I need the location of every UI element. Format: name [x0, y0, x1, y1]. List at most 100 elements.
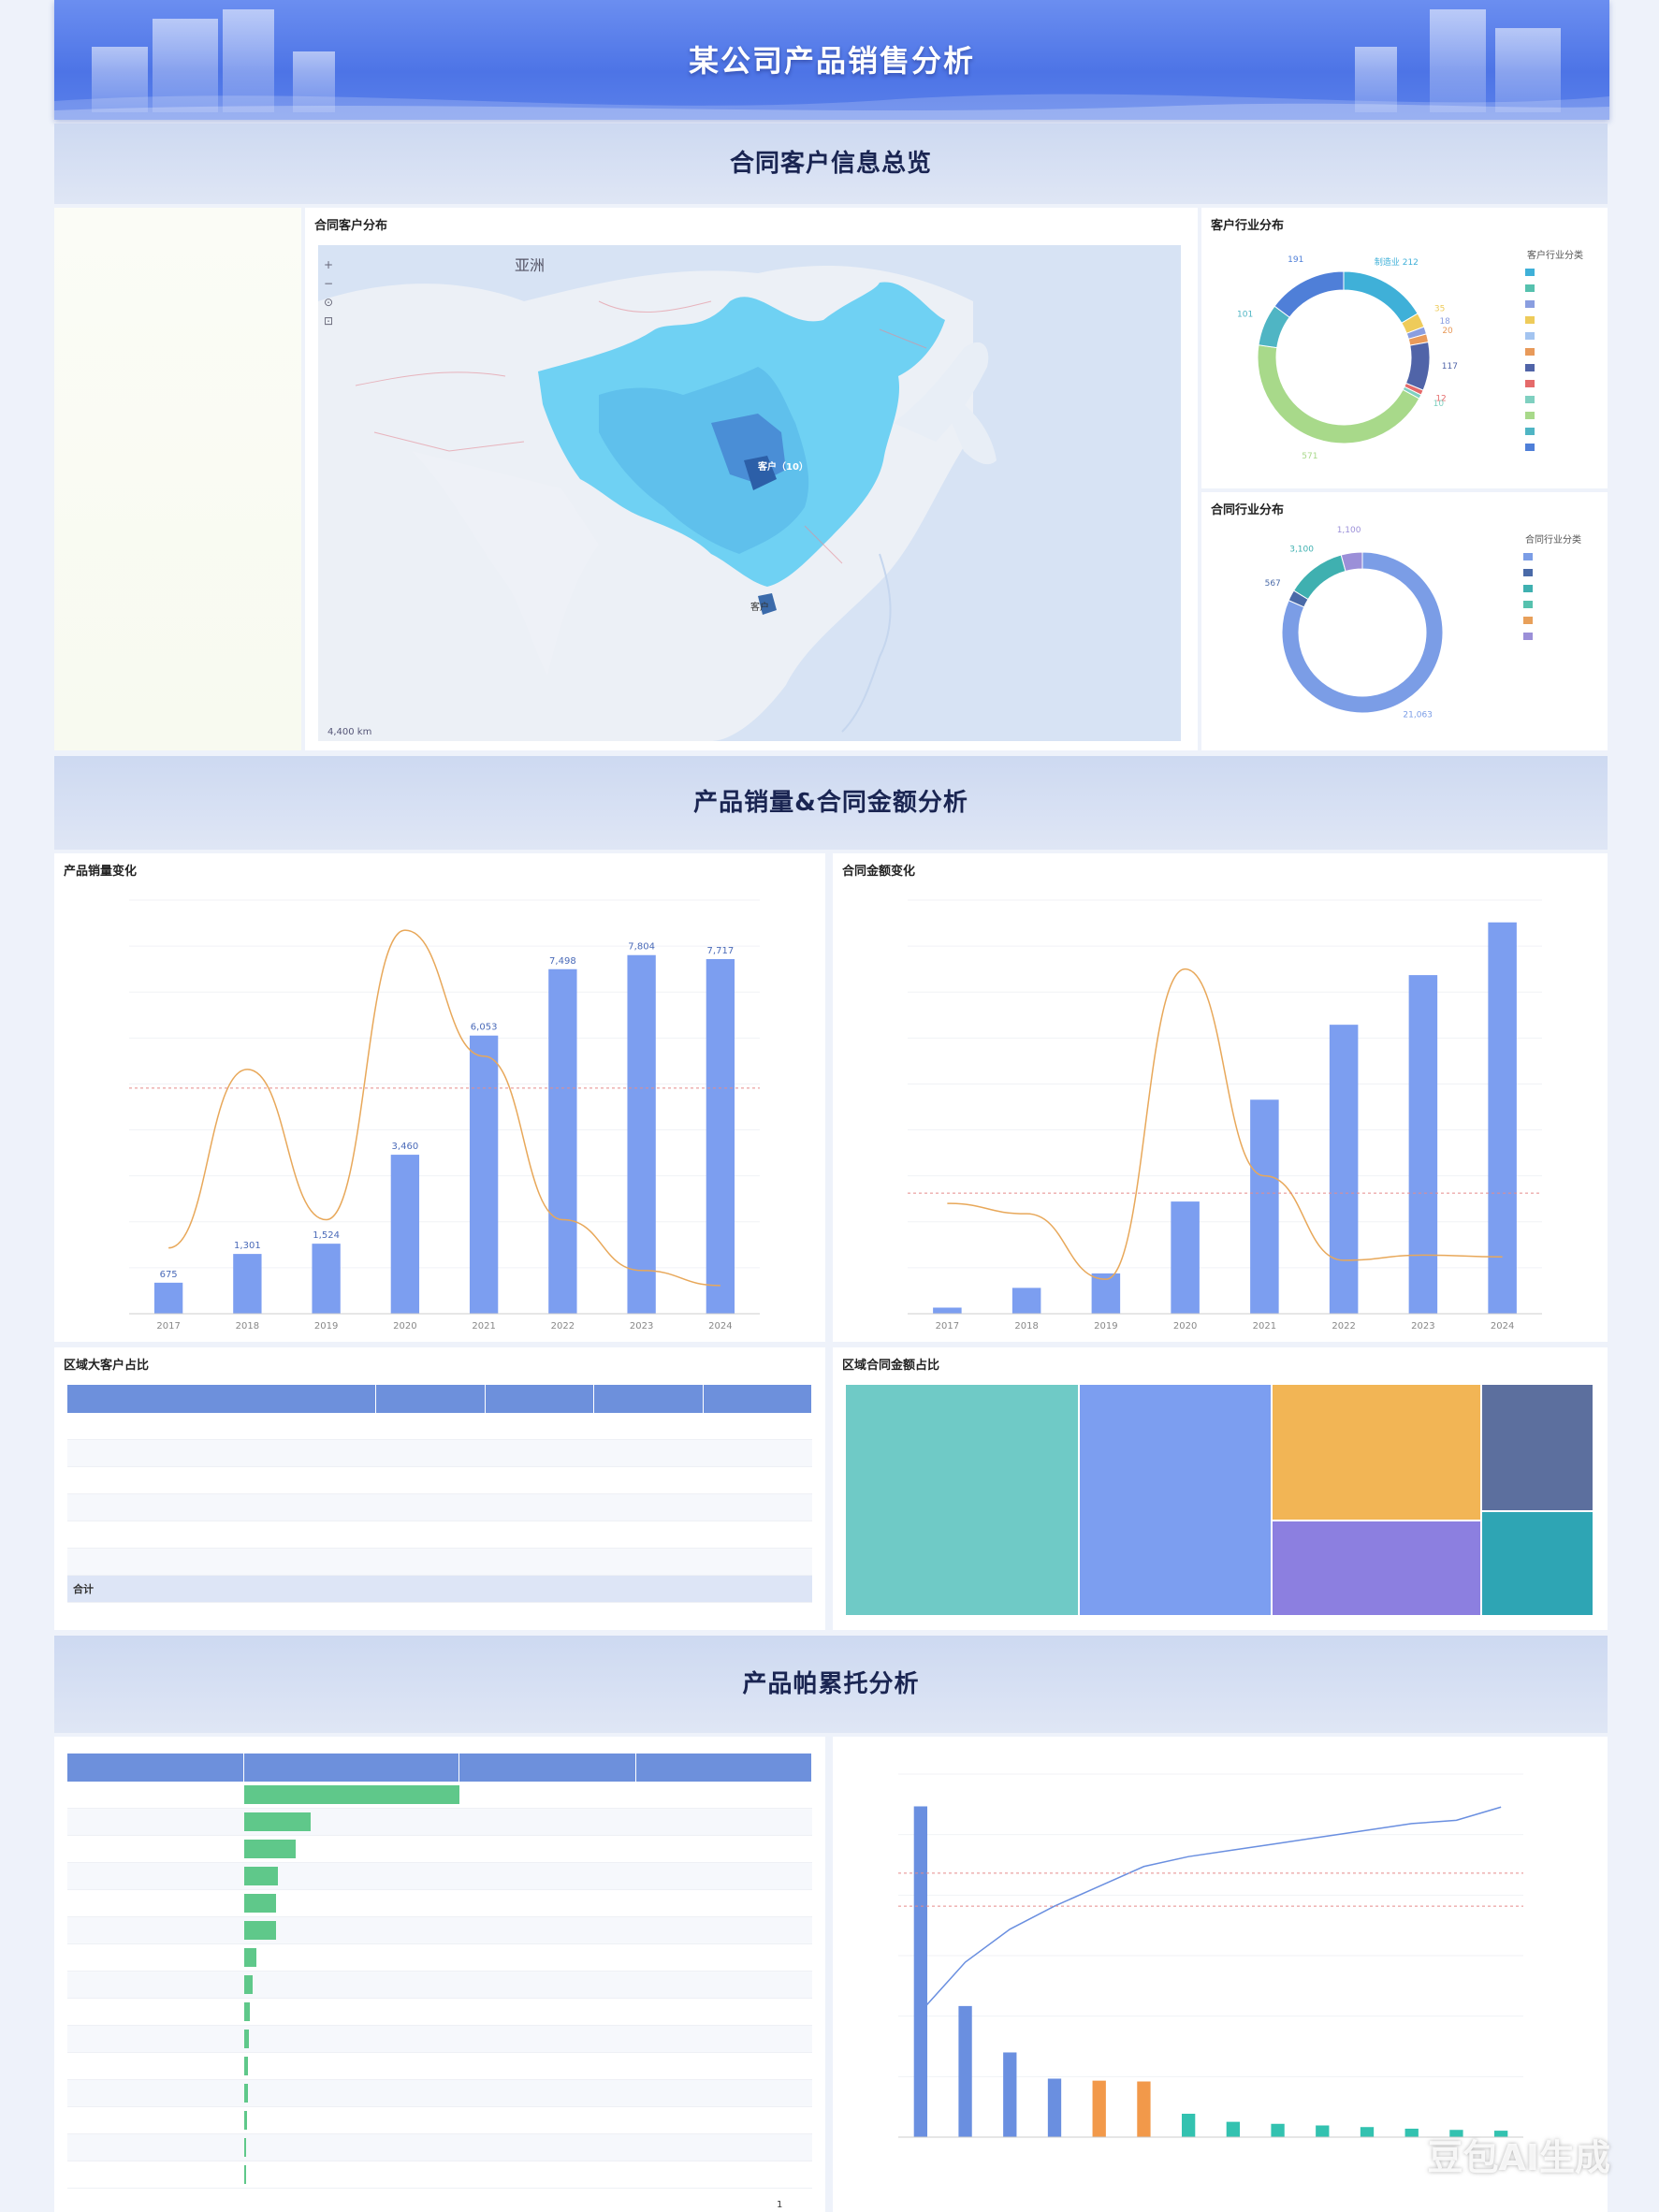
bar[interactable] — [469, 1035, 499, 1314]
table-row[interactable] — [67, 1413, 812, 1440]
bar[interactable] — [627, 954, 656, 1314]
legend-item[interactable] — [1525, 312, 1539, 327]
bar[interactable] — [233, 1254, 262, 1314]
table-row[interactable]: 合计 — [67, 1575, 812, 1603]
treemap-cell[interactable] — [1273, 1385, 1480, 1520]
donut2-chart[interactable]: 21,063 567 3,100 1,100 — [1201, 492, 1608, 750]
table-row[interactable] — [67, 2161, 812, 2189]
table-row[interactable] — [67, 1521, 812, 1549]
donut-slice[interactable] — [1404, 342, 1431, 391]
bar[interactable] — [1011, 1288, 1041, 1314]
bar[interactable] — [1171, 1201, 1200, 1314]
bar[interactable] — [1493, 2131, 1508, 2137]
table-header-cell[interactable] — [458, 1754, 636, 1782]
zoom-in-button[interactable]: + — [324, 258, 334, 271]
table-row[interactable] — [67, 1862, 812, 1890]
zoom-out-button[interactable]: − — [324, 277, 334, 290]
bar[interactable] — [1092, 2080, 1106, 2137]
locate-button[interactable]: ⊙ — [324, 296, 334, 309]
table-row[interactable] — [67, 1548, 812, 1576]
table-header-cell[interactable] — [67, 1385, 377, 1413]
treemap-chart[interactable] — [846, 1385, 1594, 1617]
table-row[interactable] — [67, 1493, 812, 1521]
legend-item[interactable] — [1525, 280, 1539, 296]
table-header-cell[interactable] — [635, 1754, 812, 1782]
legend-item[interactable] — [1525, 343, 1539, 359]
treemap-cell[interactable] — [1482, 1512, 1593, 1615]
bar[interactable] — [1404, 2128, 1419, 2137]
legend-item[interactable] — [1523, 580, 1537, 596]
legend-item[interactable] — [1525, 439, 1539, 455]
legend-item[interactable] — [1525, 407, 1539, 423]
bar[interactable] — [1329, 1025, 1359, 1314]
table-header-cell[interactable] — [67, 1754, 244, 1782]
table-header-cell[interactable] — [243, 1754, 459, 1782]
bar[interactable] — [312, 1244, 341, 1314]
table-row[interactable] — [67, 2025, 812, 2053]
table-row[interactable] — [67, 1916, 812, 1944]
bar[interactable] — [1316, 2125, 1330, 2137]
table-row[interactable] — [67, 1943, 812, 1972]
donut-slice[interactable] — [1292, 554, 1346, 601]
treemap-cell[interactable] — [1273, 1521, 1480, 1615]
legend-item[interactable] — [1523, 564, 1537, 580]
table-header-cell[interactable] — [703, 1385, 813, 1413]
donut-slice[interactable] — [1257, 344, 1420, 444]
table-header-cell[interactable] — [593, 1385, 704, 1413]
legend-item[interactable] — [1523, 612, 1537, 628]
table-row[interactable] — [67, 1439, 812, 1467]
bar[interactable] — [1181, 2113, 1196, 2137]
table-row[interactable] — [67, 2133, 812, 2161]
legend-item[interactable] — [1523, 628, 1537, 644]
bar[interactable] — [1449, 2130, 1463, 2137]
table-row[interactable] — [67, 1835, 812, 1863]
table-pager[interactable]: 1 — [777, 2200, 783, 2210]
legend-item[interactable] — [1525, 359, 1539, 375]
bar[interactable] — [1408, 975, 1438, 1314]
bar[interactable] — [913, 1806, 928, 2137]
table-row[interactable] — [67, 1808, 812, 1836]
legend-item[interactable] — [1525, 375, 1539, 391]
table-row[interactable] — [67, 1971, 812, 1999]
legend-item[interactable] — [1525, 391, 1539, 407]
bar[interactable] — [153, 1282, 183, 1314]
donut-slice[interactable] — [1273, 270, 1345, 318]
bar[interactable] — [390, 1155, 420, 1314]
legend-item[interactable] — [1525, 327, 1539, 343]
legend-item[interactable] — [1525, 264, 1539, 280]
bar[interactable] — [958, 2005, 972, 2137]
table-header-cell[interactable] — [375, 1385, 486, 1413]
treemap-cell[interactable] — [1482, 1385, 1593, 1510]
table-row[interactable] — [67, 2106, 812, 2134]
donut-slice[interactable] — [1281, 551, 1444, 714]
table-row[interactable] — [67, 2052, 812, 2080]
donut-slice[interactable] — [1343, 270, 1419, 324]
bar[interactable] — [1250, 1099, 1279, 1314]
treemap-cell[interactable] — [1080, 1385, 1271, 1615]
table-header-cell[interactable] — [485, 1385, 595, 1413]
table-row[interactable] — [67, 1466, 812, 1494]
legend-item[interactable] — [1525, 423, 1539, 439]
table-row[interactable] — [67, 2079, 812, 2107]
contract-amount-chart[interactable]: 2017 2018 2019 2020 2021 2022 2023 2024 — [833, 853, 1608, 1342]
bar[interactable] — [933, 1307, 962, 1314]
bar[interactable] — [1488, 922, 1517, 1314]
bar[interactable] — [1360, 2127, 1375, 2137]
bar[interactable] — [1271, 2123, 1285, 2137]
legend-item[interactable] — [1523, 548, 1537, 564]
donut-slice[interactable] — [1340, 551, 1363, 573]
map-area[interactable]: 亚洲 客户（10） 客户 + − ⊙ ⊡ 4,400 km — [318, 245, 1181, 741]
treemap-cell[interactable] — [846, 1385, 1078, 1615]
legend-item[interactable] — [1523, 596, 1537, 612]
bar[interactable] — [1003, 2052, 1017, 2137]
table-row[interactable] — [67, 1889, 812, 1917]
bar[interactable] — [1091, 1273, 1121, 1314]
fullscreen-button[interactable]: ⊡ — [324, 314, 334, 327]
sales-volume-chart[interactable]: 675 2017 1,301 2018 1,524 2019 3,460 2020 6,053 2… — [54, 853, 825, 1342]
legend-item[interactable] — [1525, 296, 1539, 312]
table-row[interactable] — [67, 1998, 812, 2026]
bar[interactable] — [1137, 2081, 1151, 2137]
bar[interactable] — [1047, 2078, 1062, 2137]
bar[interactable] — [1226, 2121, 1241, 2137]
